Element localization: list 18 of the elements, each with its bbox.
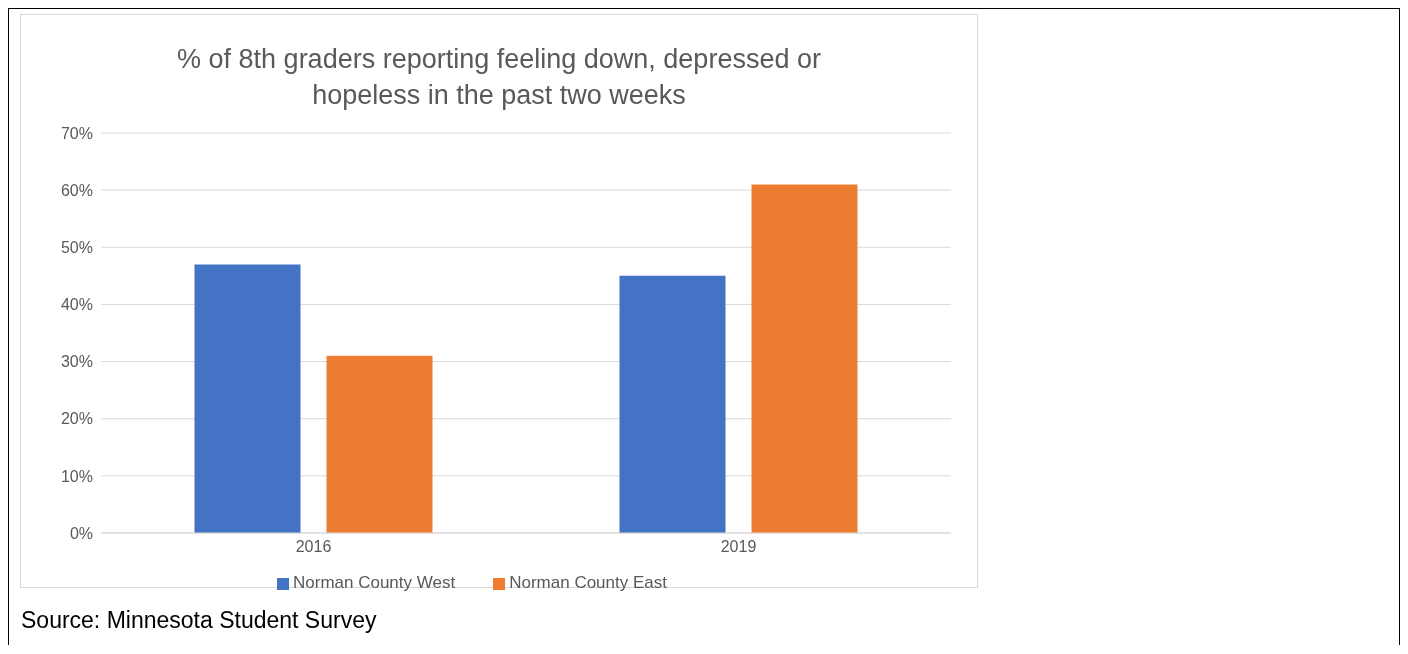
y-tick-label: 20% (60, 410, 93, 428)
y-tick-label: 30% (60, 353, 93, 371)
y-tick-label: 10% (60, 467, 93, 485)
x-tick-label: 2019 (720, 538, 757, 556)
chart-title: % of 8th graders reporting feeling down, depressed or hopeless in the past two weeks (176, 43, 822, 112)
source-note: Source: Minnesota Student Survey (21, 607, 377, 634)
x-tick-label: 2016 (295, 538, 332, 556)
bar (194, 264, 301, 533)
y-tick-label: 70% (60, 124, 93, 142)
bar (326, 355, 433, 533)
y-tick-label: 60% (60, 181, 93, 199)
legend-label: Norman County East (509, 573, 667, 592)
y-tick-label: 40% (60, 296, 93, 314)
bar (751, 184, 858, 533)
y-tick-label: 0% (69, 524, 93, 542)
y-tick-label: 50% (60, 238, 93, 256)
legend-label: Norman County West (293, 573, 456, 592)
bar (619, 275, 726, 533)
